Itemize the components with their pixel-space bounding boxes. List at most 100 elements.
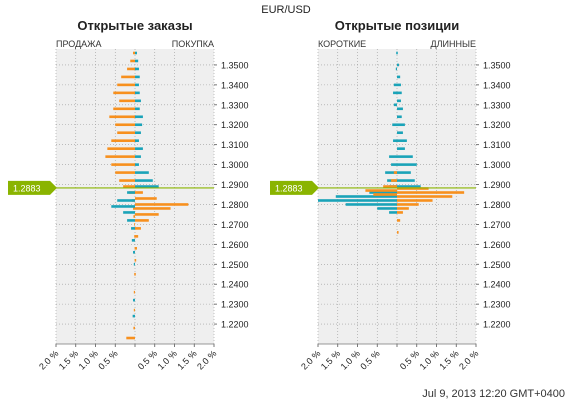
histogram-bar (107, 147, 135, 150)
histogram-bar (135, 139, 139, 142)
histogram-bar (119, 179, 135, 182)
x-tick-label: 2.0 % (457, 348, 480, 371)
histogram-bar (397, 203, 419, 206)
histogram-bar (133, 51, 135, 55)
histogram-bar (135, 207, 171, 210)
histogram-bar (393, 171, 397, 174)
y-tick-label: 1.2200 (221, 320, 249, 330)
current-price-label: 1.2883 (13, 183, 41, 193)
histogram-bar (397, 115, 402, 119)
histogram-bar (383, 185, 397, 188)
histogram-bar (115, 123, 135, 127)
histogram-bar (391, 179, 397, 182)
histogram-bar (397, 191, 465, 194)
histogram-bar (318, 199, 397, 202)
y-tick-label: 1.3300 (483, 100, 511, 110)
histogram-bar (365, 189, 397, 192)
histogram-bar (109, 115, 135, 119)
histogram-bar (133, 290, 135, 294)
histogram-bar (111, 205, 135, 208)
open-orders-title: Открытые заказы (77, 18, 192, 33)
histogram-bar (131, 239, 135, 242)
x-tick-label: 1.0 % (418, 348, 441, 371)
open-orders-sell-label: ПРОДАЖА (56, 39, 102, 49)
histogram-bar (127, 67, 135, 71)
histogram-bar (135, 219, 149, 222)
y-tick-label: 1.3400 (221, 80, 249, 90)
current-price-marker (8, 180, 57, 195)
histogram-bar (135, 131, 141, 135)
y-tick-label: 1.2900 (483, 180, 511, 190)
y-tick-label: 1.3500 (483, 60, 511, 70)
histogram-bar (130, 59, 135, 63)
histogram-bar (123, 185, 135, 188)
histogram-bar (397, 163, 417, 166)
y-tick-label: 1.2600 (483, 240, 511, 250)
histogram-bar (133, 207, 135, 210)
histogram-bar (135, 147, 143, 150)
x-tick-label: 0.5 % (136, 348, 159, 371)
histogram-bar (373, 193, 397, 196)
open-positions-short-label: КОРОТКИЕ (318, 39, 366, 49)
histogram-bar (133, 326, 135, 330)
histogram-bar (117, 131, 135, 135)
histogram-bar (397, 199, 433, 202)
histogram-bar (393, 139, 397, 142)
histogram-bar (135, 247, 137, 250)
chart-title: EUR/USD (261, 4, 311, 16)
histogram-bar (111, 139, 135, 142)
histogram-bar (397, 231, 399, 234)
histogram-bar (135, 67, 139, 71)
histogram-bar (132, 314, 135, 318)
y-tick-label: 1.3200 (221, 120, 249, 130)
y-tick-label: 1.2300 (221, 300, 249, 310)
histogram-bar (397, 99, 401, 103)
histogram-bar (135, 197, 157, 200)
histogram-bar (395, 67, 397, 71)
histogram-bar (393, 83, 397, 87)
histogram-bar (397, 207, 409, 210)
y-tick-label: 1.2300 (483, 300, 511, 310)
histogram-bar (135, 91, 140, 95)
histogram-bar (369, 191, 397, 194)
histogram-bar (389, 211, 397, 214)
histogram-bar (115, 171, 135, 174)
histogram-bar (135, 179, 153, 182)
y-tick-label: 1.3500 (221, 60, 249, 70)
y-tick-label: 1.2400 (483, 280, 511, 290)
timestamp-footer: Jul 9, 2013 12:20 GMT+0400 (422, 388, 565, 400)
histogram-bar (119, 99, 135, 103)
histogram-bar (135, 203, 189, 206)
histogram-bar (391, 163, 397, 166)
x-tick-label: 1.0 % (156, 348, 179, 371)
x-tick-label: 2.0 % (195, 348, 218, 371)
histogram-bar (135, 51, 137, 55)
histogram-bar (133, 298, 135, 302)
histogram-bar (135, 123, 143, 127)
y-tick-label: 1.3100 (221, 140, 249, 150)
y-tick-label: 1.2900 (221, 180, 249, 190)
histogram-bar (121, 75, 135, 79)
histogram-bar (389, 155, 397, 158)
histogram-bar (392, 123, 397, 127)
histogram-bar (135, 227, 141, 230)
histogram-bar (113, 107, 135, 111)
y-tick-label: 1.3000 (221, 160, 249, 170)
histogram-bar (127, 191, 135, 194)
open-positions-panel: Открытые позиции КОРОТКИЕ ДЛИННЫЕ 2.0 %1… (270, 18, 511, 372)
histogram-bar (397, 91, 402, 95)
histogram-bar (393, 103, 397, 107)
histogram-bar (135, 213, 159, 216)
histogram-bar (135, 163, 139, 166)
histogram-bar (117, 199, 135, 202)
current-price-label: 1.2883 (275, 183, 303, 193)
histogram-bar (397, 195, 453, 198)
histogram-bar (135, 171, 149, 174)
histogram-bar (397, 155, 413, 158)
histogram-bar (377, 207, 397, 210)
histogram-bar (396, 51, 397, 55)
y-tick-label: 1.2500 (483, 260, 511, 270)
histogram-bar (397, 139, 407, 142)
histogram-bar (397, 211, 403, 214)
x-tick-label: 2.0 % (37, 348, 60, 371)
